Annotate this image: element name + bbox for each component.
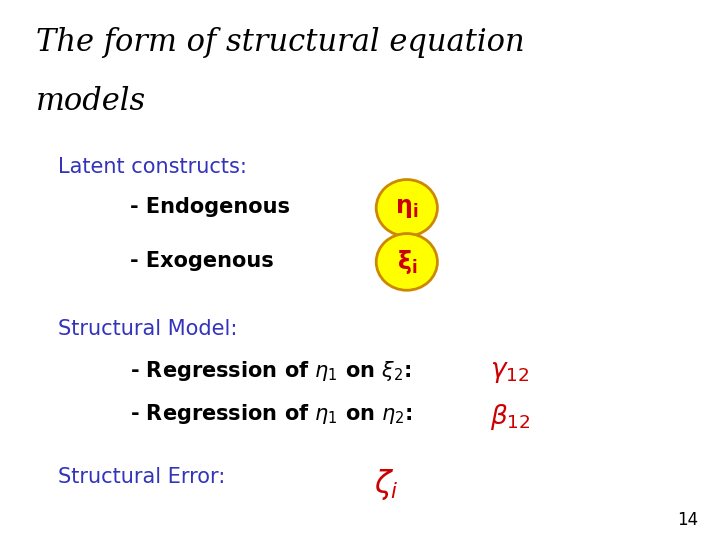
Text: $\gamma_{12}$: $\gamma_{12}$ xyxy=(490,359,529,385)
Text: $\beta_{12}$: $\beta_{12}$ xyxy=(490,402,530,433)
Text: $\mathbf{\xi}_\mathbf{i}$: $\mathbf{\xi}_\mathbf{i}$ xyxy=(397,248,417,276)
Text: $\mathbf{\eta}_\mathbf{i}$: $\mathbf{\eta}_\mathbf{i}$ xyxy=(395,196,418,220)
Text: - Exogenous: - Exogenous xyxy=(130,251,274,271)
Text: - Regression of $\eta_1$ on $\xi_2$:: - Regression of $\eta_1$ on $\xi_2$: xyxy=(130,359,410,383)
Ellipse shape xyxy=(376,179,438,237)
Text: - Regression of $\eta_1$ on $\eta_2$:: - Regression of $\eta_1$ on $\eta_2$: xyxy=(130,402,413,426)
Text: 14: 14 xyxy=(678,511,698,529)
Text: models: models xyxy=(36,86,146,117)
Text: - Endogenous: - Endogenous xyxy=(130,197,289,217)
Text: $\zeta_i$: $\zeta_i$ xyxy=(374,467,399,502)
Text: The form of structural equation: The form of structural equation xyxy=(36,27,525,58)
Text: Structural Error:: Structural Error: xyxy=(58,467,225,487)
Ellipse shape xyxy=(376,233,438,290)
Text: Latent constructs:: Latent constructs: xyxy=(58,157,246,177)
Text: Structural Model:: Structural Model: xyxy=(58,319,237,339)
